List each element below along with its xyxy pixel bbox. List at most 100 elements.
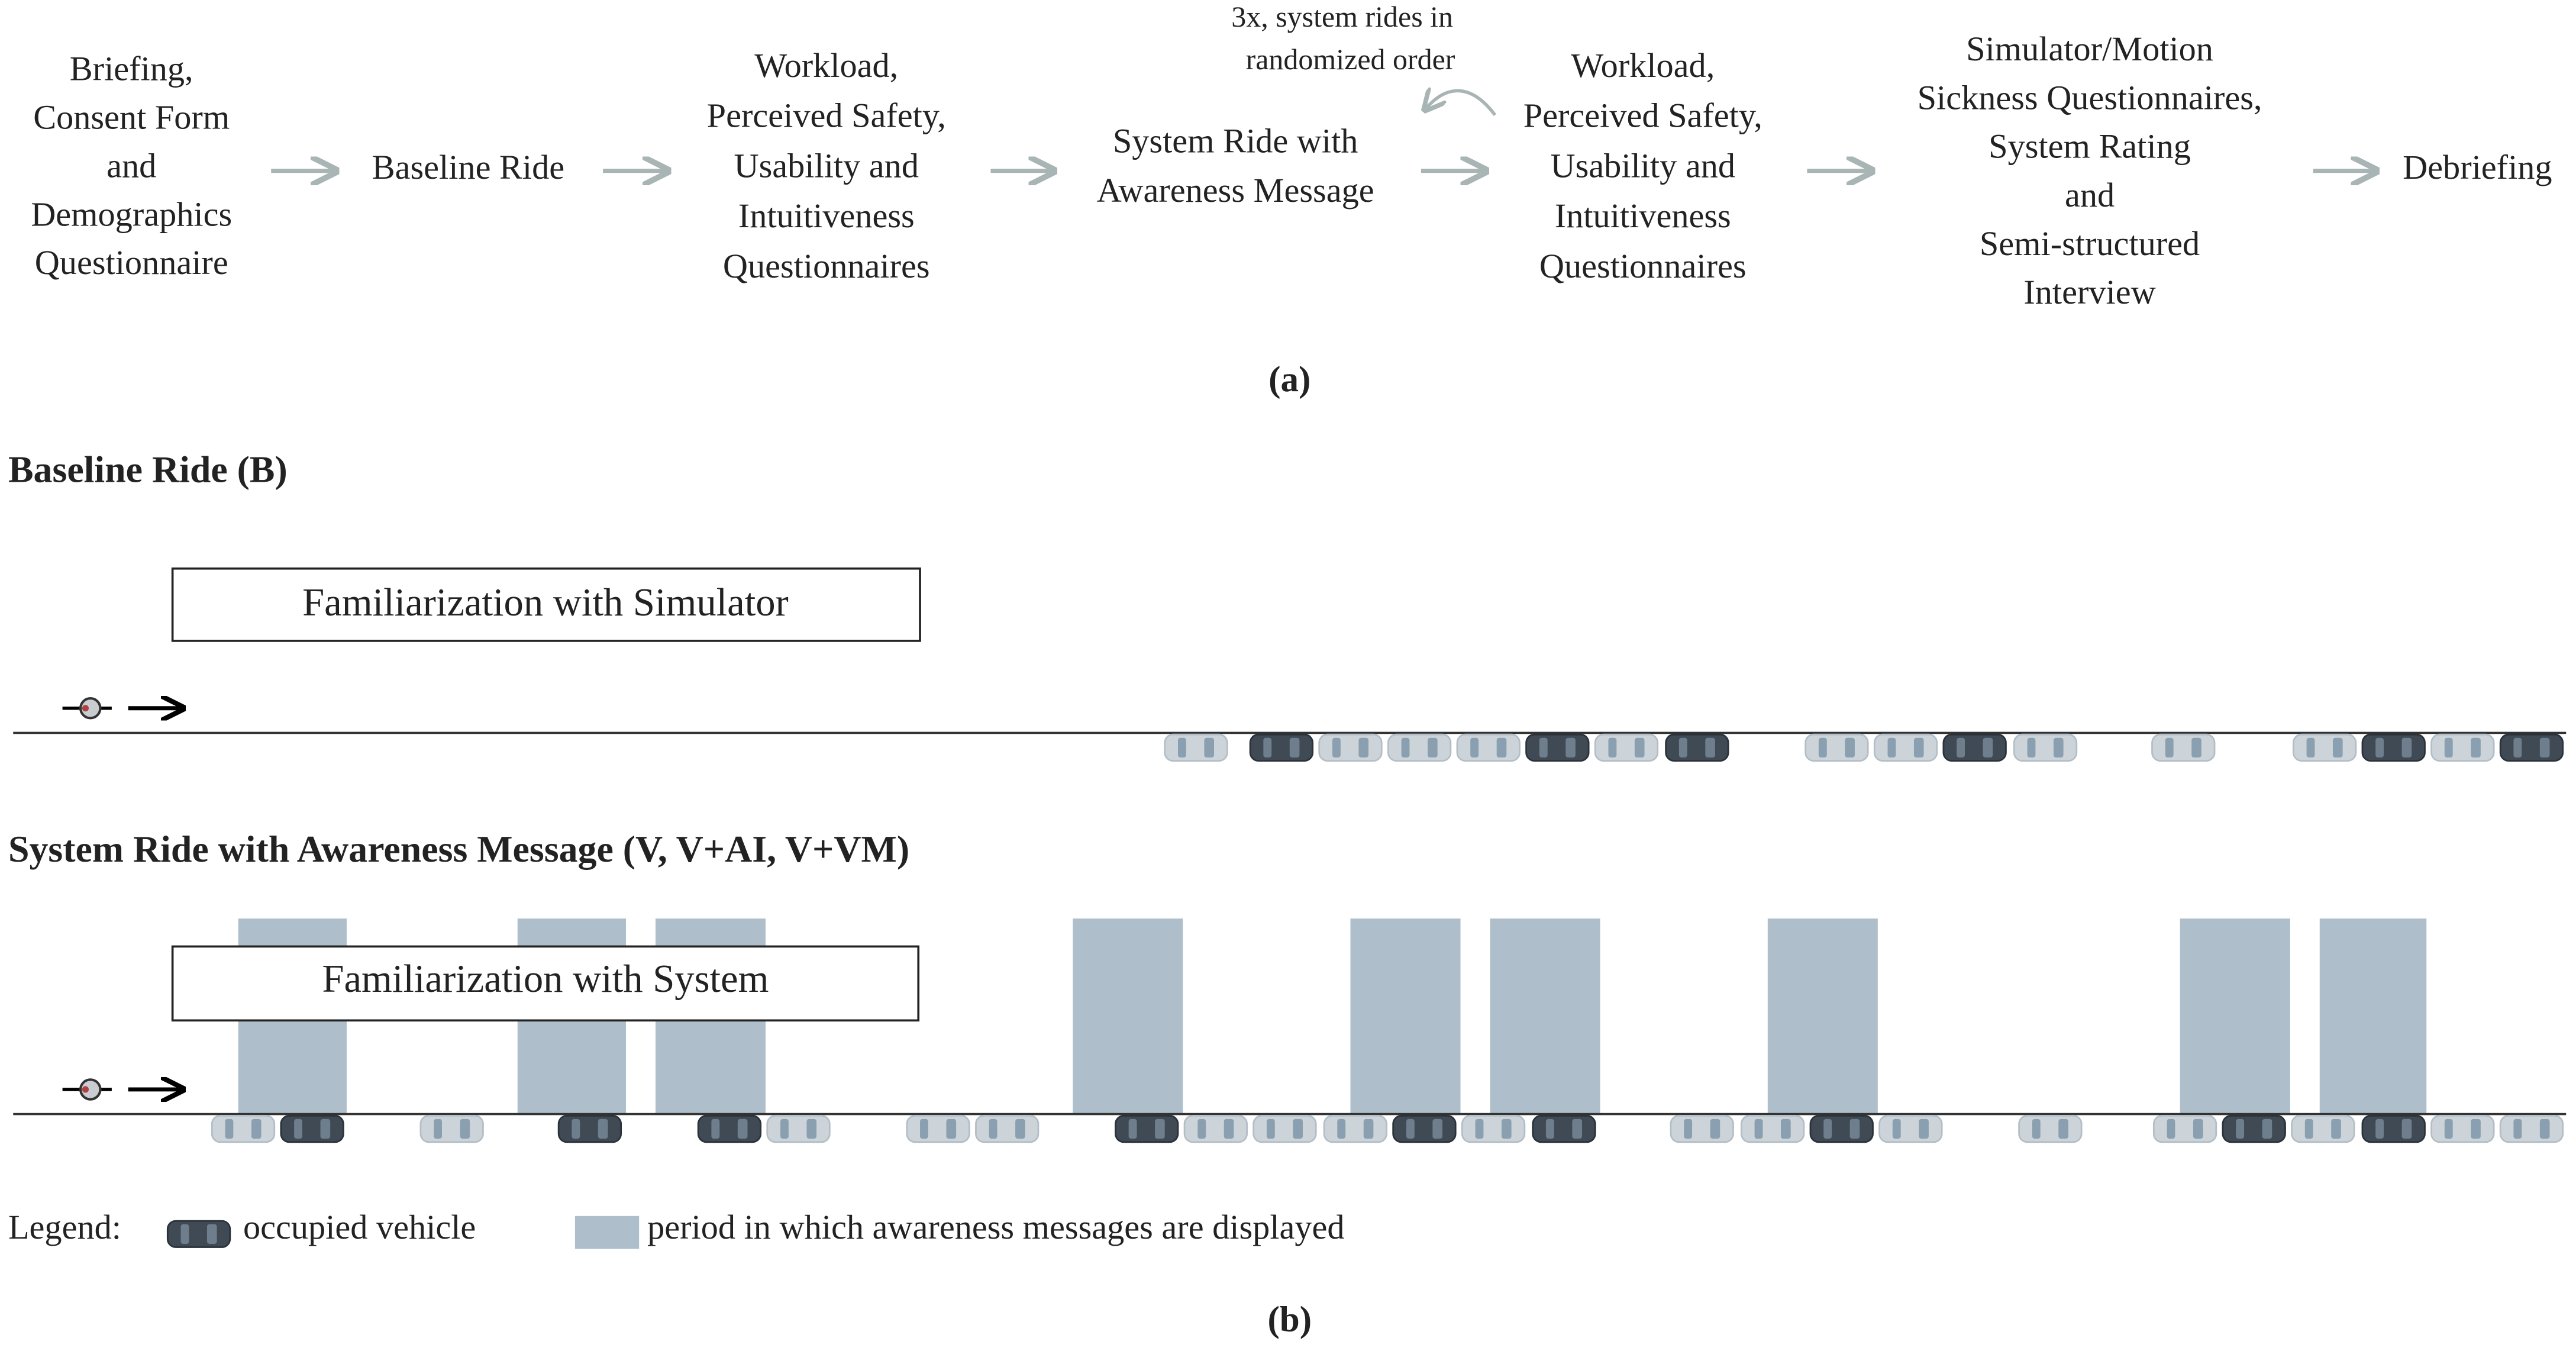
car-window: [1818, 737, 1827, 758]
car-window: [2053, 737, 2064, 758]
vehicle: [1878, 1114, 1943, 1143]
car-body: [975, 1114, 1040, 1143]
vehicle: [2152, 1114, 2217, 1143]
step-text: Consent Form: [33, 98, 230, 136]
car-body: [1387, 733, 1452, 762]
vehicle: [1164, 733, 1228, 762]
car-window: [711, 1118, 720, 1139]
car-window: [2165, 737, 2174, 758]
car-window: [2401, 1118, 2412, 1139]
step-text: Intuitiveness: [1555, 196, 1731, 235]
car-body: [1164, 733, 1228, 762]
car-window: [2539, 1118, 2550, 1139]
vehicle: [2430, 1114, 2495, 1143]
step-text: and: [106, 146, 156, 185]
car-body: [2013, 733, 2078, 762]
ego-dot: [82, 1086, 89, 1093]
caption: (b): [1267, 1300, 1312, 1339]
loop-note: 3x, system rides in: [1231, 0, 1453, 33]
car-body: [1594, 733, 1659, 762]
step-text: Demographics: [31, 195, 232, 233]
car-body: [557, 1114, 622, 1143]
car-body: [166, 1220, 231, 1248]
car-window: [2304, 1118, 2313, 1139]
awareness-period: [1350, 918, 1461, 1114]
car-window: [320, 1118, 331, 1139]
car-window: [2236, 1118, 2245, 1139]
car-window: [225, 1118, 234, 1139]
car-window: [434, 1118, 442, 1139]
car-window: [1293, 1118, 1303, 1139]
vehicle: [2499, 1114, 2564, 1143]
car-window: [1913, 737, 1924, 758]
vehicle: [2151, 733, 2216, 762]
car-window: [2539, 737, 2550, 758]
car-window: [946, 1118, 957, 1139]
car-body: [697, 1114, 762, 1143]
phase-label: Familiarization with System: [322, 958, 769, 1001]
car-window: [206, 1224, 217, 1244]
car-window: [1204, 737, 1215, 758]
ego-vehicle: [79, 1078, 102, 1101]
section-title: Baseline Ride (B): [8, 448, 288, 490]
step-text: Intuitiveness: [738, 196, 915, 235]
car-body: [2291, 1114, 2355, 1143]
car-window: [460, 1118, 470, 1139]
step-text: Perceived Safety,: [1523, 96, 1762, 135]
vehicle: [1873, 733, 1938, 762]
car-body: [1805, 733, 1869, 762]
car-body: [766, 1114, 831, 1143]
vehicle: [1456, 733, 1521, 762]
occupied-vehicle: [166, 1220, 231, 1248]
vehicle: [766, 1114, 831, 1143]
car-body: [1249, 733, 1314, 762]
car-window: [1754, 1118, 1763, 1139]
occupied-vehicle: [1532, 1114, 1596, 1143]
car-body: [2018, 1114, 2083, 1143]
car-body: [1456, 733, 1521, 762]
car-body: [2499, 1114, 2564, 1143]
car-window: [1849, 1118, 1860, 1139]
vehicle: [1183, 1114, 1248, 1143]
car-window: [1823, 1118, 1832, 1139]
car-window: [2193, 1118, 2203, 1139]
occupied-vehicle: [280, 1114, 344, 1143]
car-body: [1532, 1114, 1596, 1143]
awareness-period: [2319, 918, 2427, 1114]
car-window: [2513, 1118, 2522, 1139]
occupied-vehicle: [1392, 1114, 1457, 1143]
car-window: [1128, 1118, 1137, 1139]
car-window: [1678, 737, 1687, 758]
vehicle: [1805, 733, 1869, 762]
vehicle: [1740, 1114, 1805, 1143]
step-text: Debriefing: [2403, 148, 2552, 186]
car-window: [2306, 737, 2315, 758]
car-window: [1428, 737, 1438, 758]
awareness-period: [1073, 918, 1183, 1114]
car-window: [2513, 737, 2522, 758]
step-text: Baseline Ride: [372, 148, 564, 186]
occupied-vehicle: [2361, 1114, 2426, 1143]
car-window: [920, 1118, 928, 1139]
car-window: [2375, 1118, 2384, 1139]
car-window: [806, 1118, 817, 1139]
occupied-vehicle: [2361, 733, 2426, 762]
phase-box: [171, 567, 921, 642]
car-window: [2058, 1118, 2068, 1139]
car-window: [1177, 737, 1186, 758]
step-text: System Rating: [1989, 127, 2191, 166]
car-body: [1809, 1114, 1874, 1143]
ego-vehicle: [79, 697, 102, 720]
car-window: [1337, 1118, 1346, 1139]
vehicle: [1670, 1114, 1734, 1143]
occupied-vehicle: [1249, 733, 1314, 762]
step-text: System Ride with: [1113, 122, 1358, 160]
vehicle: [1253, 1114, 1317, 1143]
car-window: [1470, 737, 1479, 758]
car-body: [1740, 1114, 1805, 1143]
car-window: [1263, 737, 1272, 758]
car-body: [1670, 1114, 1734, 1143]
awareness-period: [1767, 918, 1878, 1114]
